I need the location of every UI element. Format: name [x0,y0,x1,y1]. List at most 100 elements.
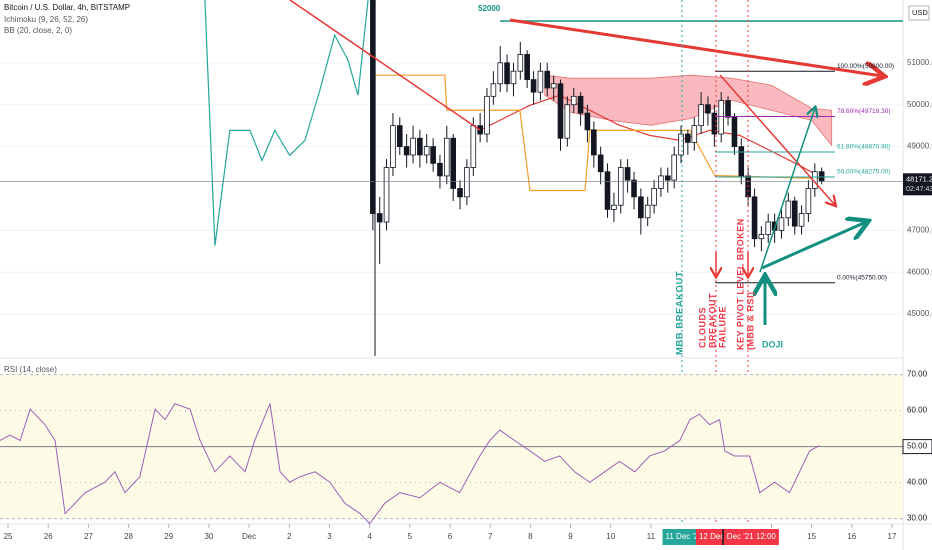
candle-body [604,171,611,210]
candle-body [671,154,677,181]
candle-body [738,146,745,177]
countdown: 02:47:43 [906,186,932,193]
indicator-line [374,74,820,192]
x-tick-label: 2 [287,532,292,541]
unit-box [908,5,930,21]
unit: USD [912,8,928,17]
overlay: 45000.00 46000.00 47000.00 49000.00 50000.00… [4,3,932,545]
x-marker-box [723,529,779,545]
rsi-tick-label: 30.00 [907,514,928,523]
annotation: (MBB & RSI) [745,292,755,351]
candle-body [698,104,704,127]
candle-body [430,146,436,164]
trend-line [719,74,835,205]
candle-body [376,213,383,223]
candle-body [390,125,396,168]
x-tick-label: 9 [568,532,573,541]
rsi-tag [902,439,932,455]
candle-body [450,137,457,189]
rsi-tick-label: 70.00 [907,370,928,379]
candle-body [437,162,443,177]
indicator-legend: BB (20, close, 2, 0) [4,26,72,35]
annotation: KEY PIVOT LEVEL BROKEN [735,218,745,350]
candle-body [751,196,758,240]
y-tick-label: 46000.00 [907,267,932,276]
x-tick-label: 10 [606,532,615,541]
level-label: 52000 [478,4,501,13]
candle-body [524,54,530,80]
candle-body [423,146,430,156]
y-tick-label: 49000.00 [907,142,932,151]
annotation: BREAKOUT [707,293,717,348]
indicator-line [479,94,818,177]
candle-body [504,62,510,85]
candle-body [417,137,423,156]
fib-label: 61.80%(48870.90) [837,144,891,151]
candle-body [484,95,490,135]
candle-body [396,125,403,147]
rsi-line [0,401,820,524]
candle-body [658,175,664,189]
candle-body [517,54,524,72]
last-price-tag [903,173,932,196]
x-marker-label: 12 Dec '21 [699,532,738,541]
candle-body [631,179,637,198]
x-tick-label: 7 [488,532,493,541]
candle-body [765,221,772,235]
trend-line [761,222,866,270]
y-tick-label: 51000.00 [907,58,932,67]
x-marker-label: 11 Dec '21 [666,532,704,541]
x-tick-label: 27 [84,532,93,541]
indicator-legend: Ichimoku (9, 26, 52, 26) [4,15,88,24]
candle-body [403,146,410,156]
candle-body [497,62,504,85]
x-tick-label: Dec [242,532,256,541]
y-tick-label: 45000.00 [907,309,932,318]
candle-body [457,188,463,198]
x-tick-label: 11 [647,532,656,541]
candle-body [644,204,651,219]
candle-body [550,83,557,89]
candle-body [564,104,571,139]
x-tick-label: 26 [44,532,53,541]
candle-body [798,213,805,227]
candle-body [410,137,416,156]
x-tick-label: 25 [4,532,13,541]
x-tick-label: 29 [164,532,173,541]
x-tick-label: 15 [807,532,816,541]
candle-body [691,125,698,143]
annotation: CLOUDS [697,307,707,348]
candle-body [685,133,691,143]
candle-body [510,70,517,85]
candle-body [530,79,537,93]
rsi-title: RSI (14, close) [4,365,57,374]
candle-body [584,112,591,131]
fib-label: 50.00%(48275.00) [837,169,891,176]
candle-body [617,167,624,206]
x-tick-label: 17 [888,532,897,541]
candle-body [718,100,725,135]
annotation: FAILURE [717,306,727,348]
candle-body [611,204,617,210]
candle-body [791,200,798,227]
candle-body [383,167,390,223]
candle-body [731,116,738,147]
candle-body [591,129,597,156]
rsi-tick-label: 40.00 [907,478,928,487]
candle-body [470,125,477,168]
candle-body [678,133,684,156]
candle-body [490,83,497,97]
candle-body [638,196,644,219]
candle-body [570,95,577,106]
x-marker-box [662,529,706,545]
fib-label: 100.00%(50800.00) [837,63,894,70]
candle-body [664,175,671,181]
fib-label: 78.60%(49719.30) [837,108,891,115]
candle-body [577,95,584,114]
trend-line [289,0,481,131]
last-price: 48171.24 [906,174,932,183]
candle-body [785,200,792,219]
x-tick-label: 28 [124,532,133,541]
candle-body [758,234,765,240]
